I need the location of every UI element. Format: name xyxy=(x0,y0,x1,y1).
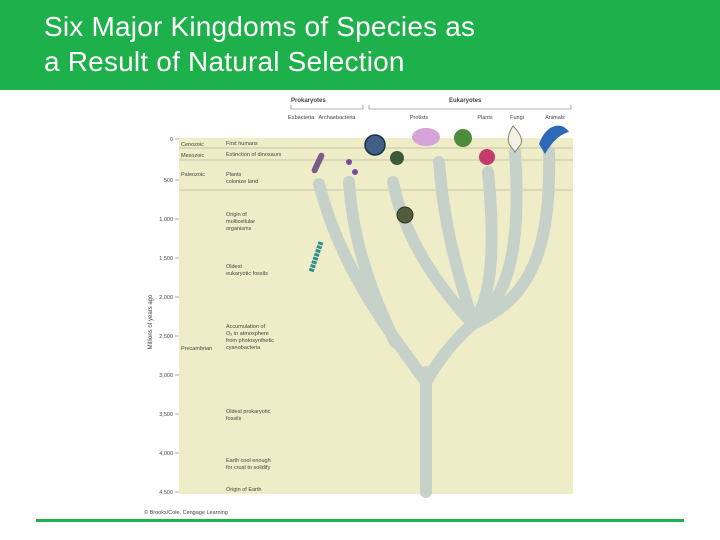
protist-radiolarian-icon xyxy=(364,134,386,156)
slide-title-line-2: a Result of Natural Selection xyxy=(44,46,405,77)
timeline-event-label: organisms xyxy=(226,226,252,232)
axis-tick-label: 500 xyxy=(164,178,173,184)
kingdom-label: Protists xyxy=(410,115,429,121)
era-label: Precambrian xyxy=(181,346,212,352)
axis-tick-label: 4,000 xyxy=(159,451,173,457)
branch-animals xyxy=(467,146,556,330)
timeline-event-label: First humans xyxy=(226,141,258,147)
timeline-event-label: multicellular xyxy=(226,219,255,225)
timeline-event-label: O₂ in atmosphere xyxy=(226,331,269,337)
group-label-eukaryotes: Eukaryotes xyxy=(449,98,482,104)
timeline-event-label: Accumulation of xyxy=(226,324,266,330)
branch-protists xyxy=(387,176,479,330)
figure-credit: © Brooks/Cole, Cengage Learning xyxy=(144,509,228,516)
axis-tick-label: 2,500 xyxy=(159,334,173,340)
archaebacteria-icon xyxy=(352,169,358,175)
era-label: Paleozoic xyxy=(181,172,205,178)
branch-protists-2 xyxy=(433,156,479,330)
title-bar: Six Major Kingdoms of Species as a Resul… xyxy=(0,0,720,90)
timeline-event-label: Origin of xyxy=(226,212,247,218)
branch-eubacteria xyxy=(313,178,432,388)
axis-tick-label: 4,500 xyxy=(159,490,173,496)
group-label-prokaryotes: Prokaryotes xyxy=(291,98,326,104)
era-label: Mesozoic xyxy=(181,153,204,159)
timeline-event-label: Earth cool enough xyxy=(226,458,271,464)
timeline-event-label: colonize land xyxy=(226,179,258,185)
timeline-event-label: Origin of Earth xyxy=(226,487,261,493)
bottom-rule xyxy=(36,519,684,522)
timeline-event-label: Extinction of dinosaurs xyxy=(226,152,282,158)
cyanobacteria-chain-icon xyxy=(308,241,324,273)
timeline-event-label: eukaryotic fossils xyxy=(226,271,268,277)
amoeba-icon xyxy=(412,128,440,146)
evolution-tree-diagram: Prokaryotes Eukaryotes Eubacteria Archaeb… xyxy=(144,98,573,516)
axis-tick-label: 1,000 xyxy=(159,217,173,223)
axis-tick-label: 1,500 xyxy=(159,256,173,262)
time-axis: 0 500 1,000 1,500 2,000 2,500 3,000 3,500 4,000 4… xyxy=(159,137,281,496)
mushroom-fungus-icon xyxy=(507,125,522,153)
axis-tick-label: 2,000 xyxy=(159,295,173,301)
volvox-icon xyxy=(396,206,414,224)
eukaryotes-bracket xyxy=(368,105,572,110)
timeline-event-label: Oldest prokaryotic xyxy=(226,409,271,415)
moss-plant-icon xyxy=(454,129,472,147)
flower-plant-icon xyxy=(479,149,495,165)
diatom-icon xyxy=(390,151,404,165)
bacillus-bacteria-icon xyxy=(311,152,325,174)
timeline-event-label: from photosynthetic xyxy=(226,338,274,344)
prokaryotes-bracket xyxy=(290,105,364,110)
timeline-event-label: Oldest xyxy=(226,264,242,270)
kingdom-labels: Eubacteria Archaebacteria Protists Plants Fu… xyxy=(288,115,565,121)
axis-label: Millions of years ago xyxy=(148,294,154,349)
era-label: Cenozoic xyxy=(181,142,204,148)
axis-tick-label: 3,500 xyxy=(159,412,173,418)
archaebacteria-icon xyxy=(346,159,352,165)
timeline-event-label: Plants xyxy=(226,172,242,178)
axis-tick-label: 0 xyxy=(170,137,173,143)
kingdom-label: Eubacteria xyxy=(288,115,315,121)
kingdom-label: Plants xyxy=(477,115,493,121)
timeline-event-label: fossils xyxy=(226,416,242,422)
branch-archaebacteria xyxy=(343,176,401,348)
kingdom-label: Animals xyxy=(545,115,565,121)
evolution-tree-figure: Prokaryotes Eukaryotes Eubacteria Archaeb… xyxy=(143,92,577,518)
kingdom-label: Fungi xyxy=(510,115,524,121)
timeline-event-label: for crust to solidify xyxy=(226,465,271,471)
timeline-event-label: cyanobacteria xyxy=(226,345,261,351)
kingdom-label: Archaebacteria xyxy=(319,115,357,121)
axis-tick-label: 3,000 xyxy=(159,373,173,379)
phylogenetic-tree xyxy=(313,146,556,498)
slide-title-line-1: Six Major Kingdoms of Species as xyxy=(44,11,476,42)
bird-animal-icon xyxy=(539,125,569,154)
